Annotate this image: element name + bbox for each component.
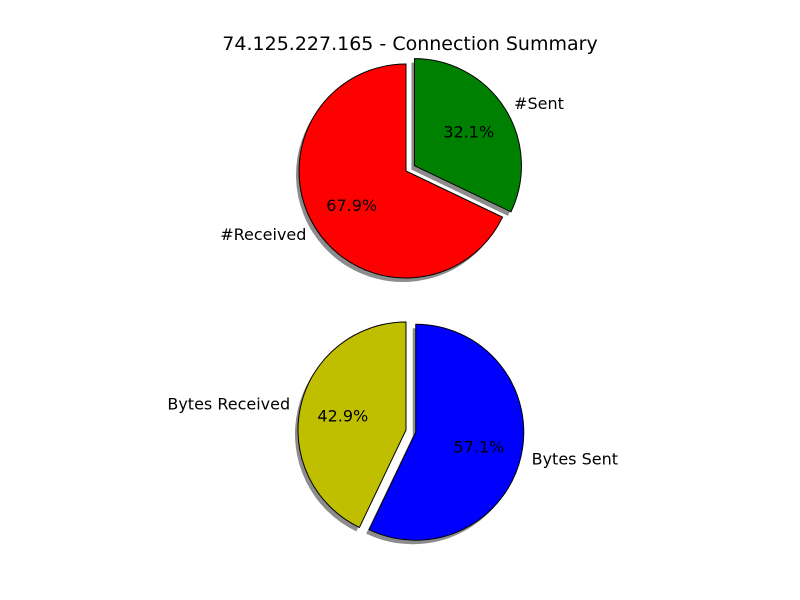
pie-bytes: 57.1% Bytes Sent 42.9% Bytes Received: [167, 321, 618, 545]
pie-slice-label: #Sent: [514, 94, 564, 113]
pie-slice: [297, 321, 407, 529]
pie-slice-label: Bytes Sent: [532, 449, 618, 468]
pie-slice: [413, 58, 522, 213]
pie-slice-label: #Received: [220, 225, 306, 244]
pie-connections: 32.1% #Sent 67.9% #Received: [220, 58, 564, 282]
pie-slice-label: Bytes Received: [167, 395, 290, 414]
pie-pct-label: 67.9%: [326, 196, 377, 215]
pie-slice: [368, 323, 525, 541]
pie-pct-label: 32.1%: [443, 122, 494, 141]
pie-pct-label: 57.1%: [454, 438, 505, 457]
pie-pct-label: 42.9%: [317, 407, 368, 426]
pie-slice: [298, 63, 504, 279]
chart-title: 74.125.227.165 - Connection Summary: [222, 33, 598, 55]
